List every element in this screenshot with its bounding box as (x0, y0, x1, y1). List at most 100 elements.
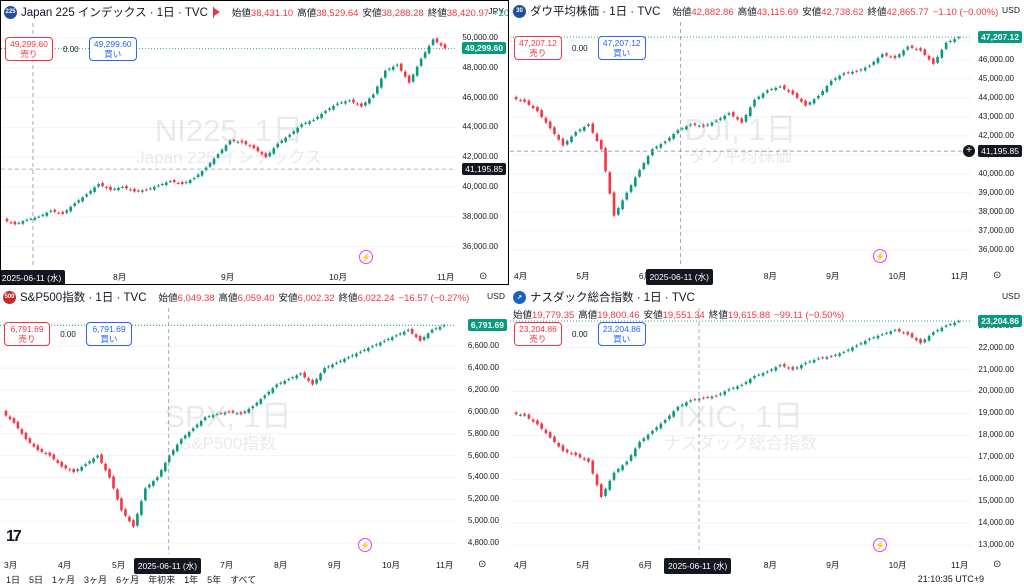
time-tick: 9月 (328, 560, 342, 570)
buy-button[interactable]: 47,207.12 買い (597, 36, 646, 60)
currency-label[interactable]: USD (1002, 291, 1020, 301)
ohlc-label: 始値 (672, 7, 692, 18)
candle-body (423, 52, 427, 58)
range-button[interactable]: 5日 (29, 575, 44, 585)
price-tick: 6,400.00 (467, 363, 499, 373)
range-button[interactable]: 1年 (184, 575, 199, 585)
candle-body (12, 418, 16, 423)
candle-body (783, 364, 786, 367)
lightning-icon[interactable]: ⚡ (873, 249, 887, 263)
lightning-icon[interactable]: ⚡ (358, 538, 372, 552)
dow-icon[interactable]: 30 (513, 4, 526, 18)
range-button[interactable]: 5年 (207, 575, 222, 585)
candle-body (208, 163, 212, 167)
candle-body (663, 141, 667, 144)
trade-panel: 49,299.60 売り 0.00 49,299.60 買い (5, 37, 137, 61)
buy-button[interactable]: 49,299.60 買い (88, 37, 137, 61)
settings-icon[interactable]: ⊙ (993, 270, 1002, 281)
symbol-title[interactable]: Japan 225 インデックス · 1日 · TVC (21, 7, 208, 19)
candle-body (64, 465, 68, 469)
candle-body (893, 55, 897, 59)
sell-price: 49,299.60 (10, 39, 48, 49)
candle-body (787, 90, 790, 92)
sell-button[interactable]: 6,791.69 売り (4, 322, 50, 346)
candle-body (953, 322, 956, 326)
sell-button[interactable]: 47,207.12 売り (514, 36, 562, 60)
price-tick: 40,000.00 (462, 181, 498, 191)
pane-nikkei[interactable]: 225 Japan 225 インデックス · 1日 · TVC 始値38,431.1… (0, 0, 509, 285)
time-tick: 4月 (514, 560, 528, 570)
candle-body (171, 450, 175, 455)
symbol-title[interactable]: ダウ平均株価 · 1日 · TVC (530, 6, 661, 18)
sell-price: 23,204.86 (519, 324, 557, 334)
ohlc-value: 38,431.10 (250, 8, 294, 19)
lightning-icon[interactable]: ⚡ (359, 250, 373, 264)
add-alert-icon[interactable]: + (963, 145, 975, 158)
candle-body (203, 417, 207, 420)
candle-body (859, 343, 863, 345)
symbol-title[interactable]: ナスダック総合指数 · 1日 · TVC (530, 292, 695, 304)
candle-body (906, 331, 910, 335)
candle-body (740, 118, 744, 123)
currency-label[interactable]: USD (487, 291, 505, 301)
candle-body (136, 513, 139, 526)
sell-button[interactable]: 23,204.86 売り (514, 322, 562, 346)
range-button[interactable]: 1ヶ月 (52, 575, 76, 585)
candle-body (787, 367, 790, 369)
currency-label[interactable]: JPY (488, 6, 504, 16)
pane-nasdaq[interactable]: ↗ ナスダック総合指数 · 1日 · TVC 始値19,779.35 高値19,800… (510, 286, 1024, 574)
candle-body (292, 131, 295, 134)
sp500-icon[interactable]: 500 (3, 290, 16, 304)
buy-button[interactable]: 6,791.69 買い (86, 322, 132, 346)
settings-icon[interactable]: ⊙ (478, 559, 487, 570)
candle-body (383, 70, 387, 78)
currency-label[interactable]: USD (1002, 5, 1020, 15)
candlestick-plot[interactable] (0, 286, 456, 574)
candle-body (595, 133, 599, 141)
candle-body (129, 189, 132, 191)
lightning-icon[interactable]: ⚡ (873, 538, 887, 552)
candle-body (731, 387, 735, 389)
candle-body (519, 414, 522, 416)
settings-icon[interactable]: ⊙ (479, 271, 488, 282)
range-button[interactable]: 3ヶ月 (84, 575, 108, 585)
candle-body (757, 374, 761, 376)
ohlc-value: 43,115.69 (756, 7, 799, 18)
flag-icon[interactable] (212, 7, 220, 18)
candle-body (727, 389, 731, 391)
candle-body (418, 336, 422, 341)
range-button[interactable]: 6ヶ月 (116, 575, 140, 585)
price-tick: 5,800.00 (467, 428, 499, 438)
candle-body (557, 442, 560, 447)
sell-button[interactable]: 49,299.60 売り (5, 37, 53, 61)
candle-body (919, 48, 922, 51)
nasdaq-icon[interactable]: ↗ (513, 290, 526, 304)
range-button[interactable]: 1日 (6, 575, 21, 585)
ohlc-value: 6,002.32 (297, 293, 335, 304)
candle-body (617, 208, 620, 215)
nikkei-icon[interactable]: 225 (4, 5, 17, 19)
candle-body (410, 328, 414, 334)
price-tick: 42,000.00 (462, 152, 498, 162)
candlestick-plot[interactable] (510, 286, 971, 574)
candlestick-plot[interactable] (510, 0, 971, 285)
ohlc-label: 安値 (278, 293, 298, 304)
range-button[interactable]: 年初来 (148, 575, 176, 585)
candle-body (672, 411, 675, 417)
candle-body (766, 371, 769, 373)
buy-button[interactable]: 23,204.86 買い (597, 322, 646, 346)
price-axis[interactable]: USD23,000.0022,000.0021,000.0020,000.001… (971, 286, 1024, 574)
price-axis[interactable]: JPY 50,000.00 48,000.00 46,000.00 44,000.00 4… (455, 1, 508, 284)
candle-body (668, 415, 671, 420)
settings-icon[interactable]: ⊙ (993, 559, 1002, 570)
candlestick-plot[interactable] (1, 1, 457, 285)
pane-dow[interactable]: 30 ダウ平均株価 · 1日 · TVC 始値42,882.86 高値43,115.6… (510, 0, 1024, 285)
range-button[interactable]: すべて (230, 575, 257, 585)
price-axis[interactable]: USD6,800.006,600.006,400.006,200.006,000… (456, 286, 509, 574)
candle-body (680, 128, 684, 130)
time-tick: 11月 (951, 271, 969, 281)
price-axis[interactable]: USD47,000.0046,000.0045,000.0044,000.004… (971, 0, 1024, 285)
candle-body (319, 373, 322, 381)
symbol-title[interactable]: S&P500指数 · 1日 · TVC (20, 292, 147, 304)
pane-sp500[interactable]: 500 S&P500指数 · 1日 · TVC 始値6,049.38 高値6,059.… (0, 286, 509, 574)
